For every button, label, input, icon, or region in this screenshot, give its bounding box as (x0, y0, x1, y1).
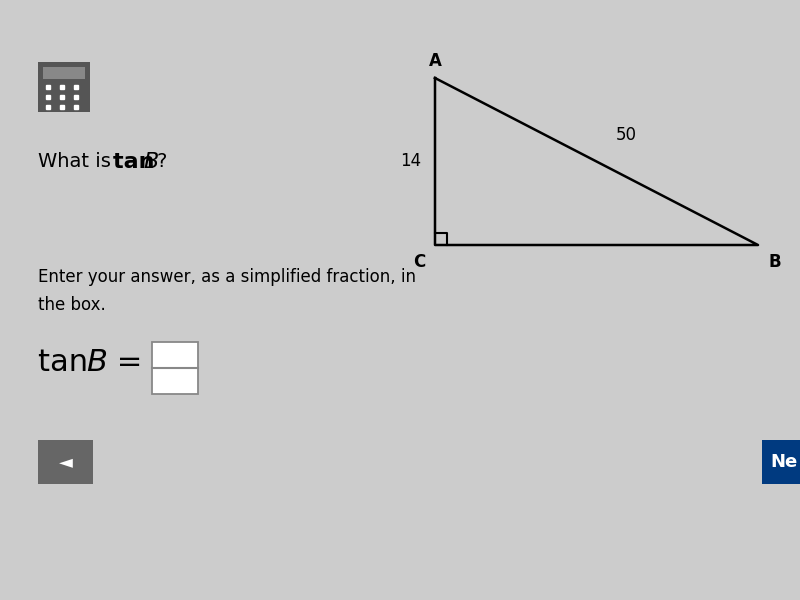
Text: 50: 50 (616, 125, 637, 143)
Text: Ne: Ne (770, 453, 798, 471)
Text: $\mathit{B}$: $\mathit{B}$ (143, 152, 159, 172)
Text: Enter your answer, as a simplified fraction, in
the box.: Enter your answer, as a simplified fract… (38, 268, 416, 314)
Text: 14: 14 (400, 152, 421, 170)
Text: What is: What is (38, 152, 117, 171)
Text: =: = (107, 348, 142, 377)
Text: ◄: ◄ (58, 453, 73, 471)
Text: tan: tan (113, 152, 162, 172)
Text: $\mathit{B}$: $\mathit{B}$ (86, 348, 107, 377)
Bar (762, 440, 800, 484)
Bar (152, 368, 198, 394)
Text: A: A (429, 52, 442, 70)
Text: ?: ? (157, 152, 167, 171)
Text: tan: tan (38, 348, 98, 377)
Text: B: B (768, 253, 781, 271)
Bar (152, 342, 198, 368)
Bar (38, 62, 90, 112)
Text: C: C (413, 253, 425, 271)
Bar (38, 440, 93, 484)
Bar (43, 67, 85, 79)
